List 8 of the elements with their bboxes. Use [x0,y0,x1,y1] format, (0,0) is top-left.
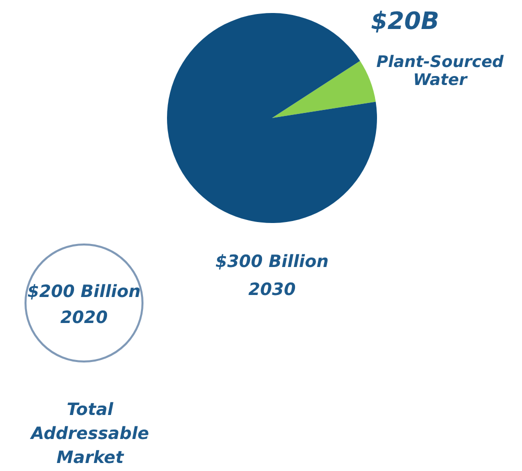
text: Total Addressable Market [28,400,150,468]
slice-label: Plant-Sourced Water [376,52,504,89]
text: 2020 [60,308,108,328]
pie-slice [272,60,376,118]
text: 2030 [248,280,296,300]
text: $300 Billion [215,252,329,272]
text: $200 Billion [27,282,141,302]
text: $20B [370,7,440,35]
